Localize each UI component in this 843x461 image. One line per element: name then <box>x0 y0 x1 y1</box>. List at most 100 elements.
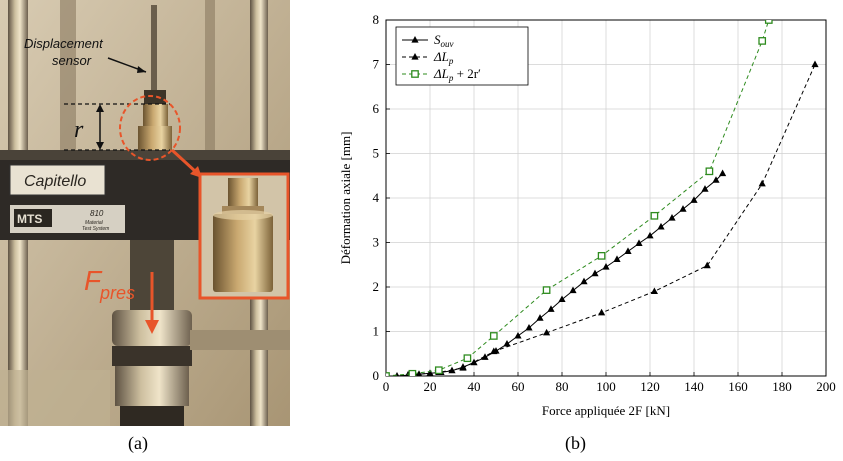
legend-label: Souv <box>434 32 454 49</box>
y-tick-label: 5 <box>373 146 380 161</box>
data-point <box>719 169 727 177</box>
zoom-circle <box>119 95 181 161</box>
y-tick-label: 4 <box>373 190 380 205</box>
background-frame <box>60 0 76 160</box>
x-tick-label: 20 <box>424 379 437 394</box>
data-point <box>635 239 643 246</box>
data-point <box>580 277 588 285</box>
x-tick-label: 100 <box>596 379 616 394</box>
material-label-1: Material <box>85 220 104 226</box>
sensor-rod <box>151 5 157 95</box>
legend-item-0: Souv <box>402 32 454 49</box>
capitello-label: Capitello <box>24 173 86 190</box>
zoom-inset <box>198 172 290 300</box>
lower-fixture-body <box>115 366 189 406</box>
capitello-plate <box>9 164 106 196</box>
x-tick-label: 180 <box>772 379 792 394</box>
r-arrowhead-down <box>96 142 104 150</box>
x-tick-label: 200 <box>816 379 836 394</box>
data-point <box>598 308 606 316</box>
series-0 <box>386 169 727 376</box>
legend-item-2: ΔLp + 2r′ <box>402 66 481 83</box>
specimen-upper <box>143 104 168 126</box>
legend-marker <box>411 36 419 43</box>
data-point <box>490 347 498 355</box>
side-bench <box>190 330 290 350</box>
displacement-label-1: Displacement <box>24 36 104 51</box>
force-annotation: F pres <box>84 265 159 334</box>
y-tick-label: 2 <box>373 279 380 294</box>
r-dimension: r <box>64 103 170 151</box>
caption-a: (a) <box>128 433 148 453</box>
data-point <box>525 323 533 331</box>
series-line-2 <box>386 20 770 376</box>
legend-label: ΔLp <box>433 49 454 66</box>
legend-marker <box>411 53 419 60</box>
data-point <box>597 251 606 260</box>
y-tick-label: 0 <box>373 368 380 383</box>
data-point <box>705 167 714 176</box>
model-label: 810 <box>90 209 104 218</box>
y-tick-label: 8 <box>373 12 380 27</box>
x-tick-label: 40 <box>468 379 481 394</box>
data-point <box>613 255 621 263</box>
data-point <box>470 358 478 366</box>
force-label: F <box>84 265 103 296</box>
data-point <box>758 37 767 45</box>
mts-label: MTS <box>17 212 42 226</box>
series-1 <box>386 60 819 376</box>
y-tick-label: 7 <box>373 57 380 72</box>
legend-marker <box>411 70 419 78</box>
data-point <box>712 176 720 183</box>
data-point <box>434 366 443 375</box>
axes: 0 20 40 60 80 100 120 140 160 180 200 0 1 2 3 4 5 6 7 8 <box>373 12 836 394</box>
data-point <box>703 261 711 269</box>
bench-floor <box>0 370 110 426</box>
data-point <box>514 331 522 339</box>
data-point <box>536 314 544 321</box>
data-point <box>489 332 498 340</box>
mts-logo-box <box>14 209 52 227</box>
force-subscript: pres <box>99 283 135 303</box>
data-point <box>481 353 489 360</box>
data-point <box>657 222 665 230</box>
force-arrowhead <box>145 320 159 334</box>
y-tick-label: 1 <box>373 324 380 339</box>
caption-b: (b) <box>565 433 586 453</box>
lower-base <box>120 406 184 426</box>
x-tick-label: 140 <box>684 379 704 394</box>
displacement-arrowhead <box>137 66 146 73</box>
data-point <box>408 369 417 376</box>
apparatus-photo: Capitello MTS 810 Material Test System D… <box>0 0 290 426</box>
zoom-arrow <box>170 148 198 174</box>
series <box>386 20 819 376</box>
background-frame-2 <box>205 0 215 160</box>
data-point <box>811 60 819 68</box>
y-tick-label: 3 <box>373 235 380 250</box>
y-tick-label: 6 <box>373 101 380 116</box>
r-label: r <box>74 117 84 143</box>
data-point <box>386 372 390 376</box>
crosshead-top <box>0 150 290 160</box>
data-point <box>624 247 632 254</box>
data-point <box>558 295 566 303</box>
data-point <box>463 354 472 363</box>
data-point <box>426 369 434 376</box>
x-tick-label: 60 <box>512 379 525 394</box>
x-axis-label: Force appliquée 2F [kN] <box>542 403 670 418</box>
legend-item-1: ΔLp <box>402 49 454 66</box>
x-tick-label: 120 <box>640 379 660 394</box>
sensor-head <box>144 90 166 104</box>
x-tick-label: 0 <box>383 379 390 394</box>
series-line-0 <box>386 173 723 376</box>
data-point <box>547 305 555 312</box>
data-point <box>668 214 676 221</box>
data-point <box>503 339 511 347</box>
data-point <box>569 286 577 294</box>
data-point <box>650 211 659 220</box>
data-point <box>690 196 698 203</box>
legend-label: ΔLp + 2r′ <box>433 66 481 83</box>
data-point <box>459 363 467 371</box>
